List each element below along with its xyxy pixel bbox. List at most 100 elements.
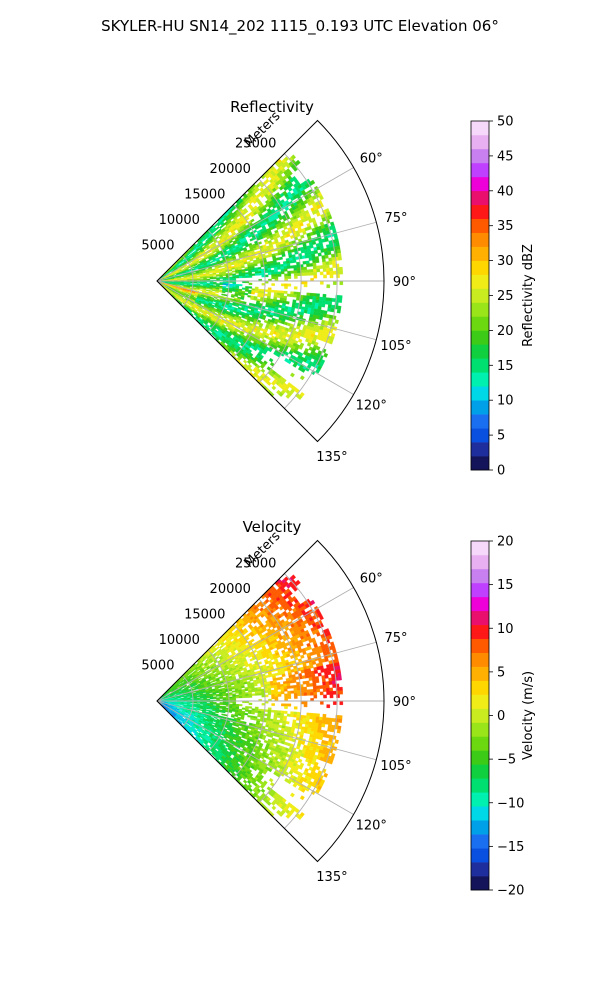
echo-cell — [222, 278, 227, 281]
echo-cell — [199, 289, 203, 292]
echo-cell — [330, 308, 335, 313]
echo-cell — [276, 294, 281, 299]
echo-cell — [315, 296, 320, 301]
echo-cell — [315, 299, 320, 304]
echo-cell — [250, 297, 255, 301]
echo-cell — [212, 283, 217, 285]
echo-cell — [293, 286, 298, 290]
echo-cell — [216, 274, 220, 277]
echo-cell — [242, 275, 246, 279]
echo-cell — [284, 285, 288, 289]
echo-cell — [297, 272, 301, 277]
echo-cell — [328, 260, 333, 265]
echo-cell — [205, 289, 210, 292]
echo-cell — [286, 293, 291, 297]
colorbar-tick-label: 35 — [497, 219, 514, 234]
echo-cell — [209, 277, 214, 280]
colorbar-swatch — [471, 162, 489, 178]
echo-cell — [284, 273, 288, 277]
echo-cell — [306, 272, 311, 276]
echo-cell — [271, 272, 275, 275]
echo-cell — [313, 249, 319, 254]
colorbar-swatch — [471, 428, 489, 443]
echo-cell — [265, 254, 270, 259]
colorbar-swatch — [471, 372, 489, 387]
echo-cell — [271, 283, 275, 286]
echo-cell — [296, 267, 301, 271]
echo-cell — [302, 295, 307, 299]
echo-cell — [270, 289, 275, 293]
echo-cell — [295, 159, 301, 166]
colorbar-swatch — [471, 190, 489, 206]
echo-cell — [302, 300, 307, 305]
echo-cell — [183, 283, 188, 285]
echo-cell — [315, 259, 320, 264]
echo-cell — [228, 290, 233, 293]
echo-cell — [251, 291, 255, 295]
echo-cell — [339, 270, 343, 275]
colorbar-swatch — [471, 134, 489, 150]
echo-cell — [292, 259, 297, 264]
echo-cell — [325, 264, 330, 269]
echo-cell — [303, 283, 308, 288]
echo-cell — [312, 265, 317, 270]
echo-cell — [294, 250, 299, 255]
angle-tick-label: 75° — [384, 211, 407, 226]
echo-cell — [244, 268, 249, 272]
echo-cell — [260, 368, 266, 374]
echo-cell — [242, 359, 248, 364]
echo-cell — [312, 262, 317, 267]
echo-cell — [293, 270, 298, 274]
echo-cell — [309, 244, 314, 249]
echo-cell — [219, 283, 224, 286]
echo-cell — [283, 290, 288, 294]
echo-cell — [277, 266, 281, 270]
echo-cell — [321, 255, 326, 260]
echo-cell — [338, 295, 343, 300]
echo-cell — [293, 294, 298, 298]
echo-cell — [322, 264, 327, 269]
colorbar-tick-label: 40 — [497, 184, 514, 199]
echo-cell — [322, 293, 327, 298]
echo-cell — [209, 260, 214, 264]
echo-cell — [293, 267, 298, 271]
echo-cell — [212, 274, 217, 276]
echo-cell — [328, 301, 333, 306]
echo-cell — [284, 283, 288, 287]
echo-cell — [196, 281, 201, 283]
echo-cell — [310, 272, 314, 276]
echo-cell — [303, 266, 307, 271]
echo-cell — [264, 281, 269, 284]
colorbar-tick-label: 15 — [497, 359, 514, 374]
echo-cell — [338, 298, 343, 303]
echo-cell — [285, 301, 290, 305]
colorbar-tick-label: 25 — [497, 289, 514, 304]
echo-cell — [277, 271, 282, 275]
echo-cell — [321, 258, 326, 263]
echo-cell — [326, 271, 330, 275]
colorbar-swatch — [471, 232, 489, 247]
echo-cell — [237, 293, 242, 297]
echo-cell — [329, 271, 334, 275]
echo-cell — [229, 278, 233, 280]
echo-cell — [333, 281, 337, 285]
echo-cell — [221, 685, 225, 688]
echo-cell — [306, 269, 311, 273]
echo-cell — [289, 260, 294, 264]
echo-cell — [337, 305, 342, 310]
echo-cell — [290, 265, 294, 269]
echo-cell — [323, 352, 329, 358]
echo-cell — [329, 267, 334, 272]
echo-cell — [212, 277, 217, 280]
echo-cell — [311, 240, 317, 245]
echo-cell — [309, 292, 314, 297]
echo-cell — [268, 357, 274, 363]
angle-tick-label: 135° — [316, 450, 347, 465]
echo-cell — [305, 260, 310, 265]
echo-cell — [332, 270, 337, 275]
echo-cell — [327, 250, 332, 256]
echo-cell — [336, 245, 341, 251]
echo-cell — [209, 288, 213, 290]
echo-cell — [289, 293, 294, 298]
